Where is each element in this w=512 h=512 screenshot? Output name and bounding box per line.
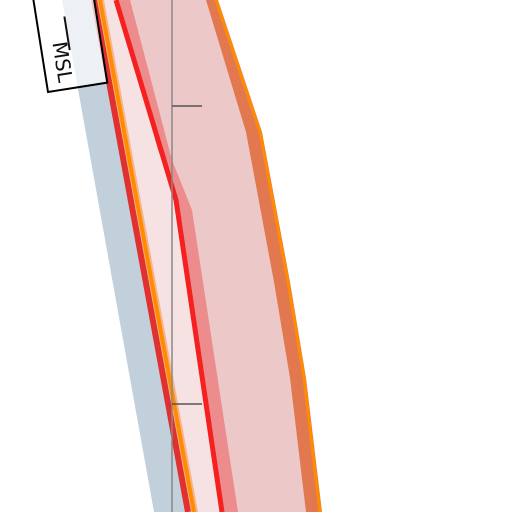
outer-zone-edge xyxy=(204,0,322,512)
shadow-band xyxy=(62,0,186,512)
inner-zone-edge xyxy=(118,0,238,512)
altitude-label-divider xyxy=(63,16,71,51)
altitude-label-box xyxy=(30,0,109,94)
left-orange-edge xyxy=(98,0,196,512)
route-line xyxy=(113,0,225,512)
altitude-label: 5 MSL xyxy=(30,0,109,94)
outer-zone xyxy=(126,0,306,512)
inner-corridor-light xyxy=(104,0,226,512)
outer-zone-edge-outline xyxy=(214,0,322,512)
